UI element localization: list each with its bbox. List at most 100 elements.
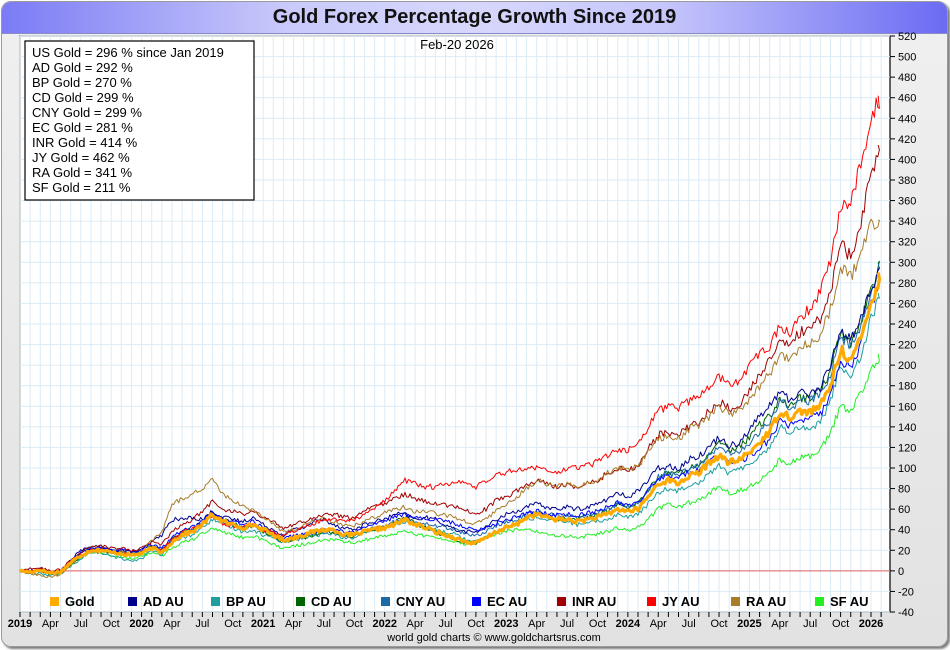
x-tick-label: Oct: [103, 618, 120, 630]
y-tick-label: 480: [898, 72, 916, 84]
y-tick-label: 440: [898, 113, 916, 125]
summary-line: SF Gold = 211 %: [32, 180, 131, 195]
x-tick-label: Apr: [407, 618, 424, 630]
summary-line: EC Gold = 281 %: [32, 120, 133, 135]
series-line-bp-au: [19, 292, 880, 577]
y-tick-label: 40: [898, 525, 910, 537]
summary-line: JY Gold = 462 %: [32, 150, 130, 165]
y-tick-label: 140: [898, 422, 916, 434]
x-tick-label: Oct: [589, 618, 606, 630]
y-tick-label: 80: [898, 484, 910, 496]
legend-label: INR AU: [572, 594, 616, 609]
x-tick-label: 2021: [251, 618, 275, 630]
y-tick-label: 520: [898, 31, 916, 43]
x-tick-label: Apr: [650, 618, 667, 630]
y-tick-label: 300: [898, 257, 916, 269]
legend: Gold AD AU BP AU CD AU CNY AU EC AU INR AU JY A…: [50, 594, 869, 609]
y-axis: 5205004804604404204003803603403203002802…: [890, 31, 916, 619]
y-tick-label: 160: [898, 401, 916, 413]
y-tick-label: 180: [898, 381, 916, 393]
legend-swatch: [472, 597, 481, 606]
legend-label: CNY AU: [396, 594, 445, 609]
x-tick-label: Jul: [74, 618, 88, 630]
title-bar: Gold Forex Percentage Growth Since 2019: [2, 2, 947, 34]
x-tick-label: Jul: [195, 618, 209, 630]
y-tick-label: 0: [898, 566, 904, 578]
legend-label: JY AU: [662, 594, 700, 609]
x-axis: 2019 Apr Jul Oct 2020 Apr Jul Oct 2021 Apr Jul Oct 2…: [8, 612, 883, 630]
series-lines: [19, 95, 882, 578]
y-tick-label: 420: [898, 134, 916, 146]
y-tick-label: 240: [898, 319, 916, 331]
x-tick-label: Jul: [682, 618, 696, 630]
series-line-sf-au: [19, 353, 880, 575]
legend-swatch: [296, 597, 305, 606]
legend-swatch: [815, 597, 824, 606]
y-tick-label: 380: [898, 175, 916, 187]
legend-label: EC AU: [487, 594, 527, 609]
y-tick-label: 260: [898, 298, 916, 310]
x-tick-label: 2023: [494, 618, 518, 630]
x-tick-label: 2024: [616, 618, 641, 630]
x-tick-label: Oct: [467, 618, 484, 630]
date-label: Feb-20 2026: [420, 37, 494, 52]
y-tick-label: -20: [898, 586, 914, 598]
series-line-cny-au: [20, 263, 880, 575]
y-tick-label: 200: [898, 360, 916, 372]
y-tick-label: 220: [898, 340, 916, 352]
legend-swatch: [50, 597, 59, 606]
y-tick-label: 320: [898, 237, 916, 249]
legend-label: RA AU: [746, 594, 786, 609]
legend-label: CD AU: [311, 594, 352, 609]
summary-line: RA Gold = 341 %: [32, 165, 133, 180]
legend-swatch: [128, 597, 137, 606]
series-line-ra-au: [19, 218, 880, 578]
series-line-gold: [19, 272, 882, 576]
y-tick-label: -40: [898, 607, 914, 619]
legend-swatch: [647, 597, 656, 606]
summary-line: BP Gold = 270 %: [32, 75, 132, 90]
x-tick-label: Oct: [710, 618, 727, 630]
y-tick-label: 400: [898, 154, 916, 166]
y-tick-label: 500: [898, 52, 916, 64]
y-tick-label: 60: [898, 504, 910, 516]
x-tick-label: 2026: [859, 618, 883, 630]
y-tick-label: 280: [898, 278, 916, 290]
legend-label: AD AU: [143, 594, 184, 609]
y-tick-label: 340: [898, 216, 916, 228]
series-line-inr-au: [19, 144, 880, 573]
x-tick-label: Apr: [528, 618, 545, 630]
legend-swatch: [211, 597, 220, 606]
x-tick-label: Apr: [42, 618, 59, 630]
x-tick-label: 2019: [8, 618, 32, 630]
x-tick-label: Jul: [317, 618, 331, 630]
x-tick-label: Apr: [285, 618, 302, 630]
x-tick-label: Apr: [771, 618, 788, 630]
x-tick-label: Jul: [438, 618, 452, 630]
x-tick-label: Jul: [560, 618, 574, 630]
summary-line: CNY Gold = 299 %: [32, 105, 142, 120]
summary-line: AD Gold = 292 %: [32, 60, 133, 75]
y-tick-label: 20: [898, 545, 910, 557]
summary-line: US Gold = 296 % since Jan 2019: [32, 45, 224, 60]
x-tick-label: Oct: [832, 618, 849, 630]
y-tick-label: 360: [898, 196, 916, 208]
summary-line: CD Gold = 299 %: [32, 90, 134, 105]
x-tick-label: Oct: [346, 618, 363, 630]
series-line-ad-au: [19, 267, 880, 574]
chart-title: Gold Forex Percentage Growth Since 2019: [272, 6, 677, 28]
x-tick-label: Apr: [163, 618, 180, 630]
y-tick-label: 100: [898, 463, 916, 475]
legend-label: Gold: [65, 594, 95, 609]
summary-line: INR Gold = 414 %: [32, 135, 138, 150]
legend-label: SF AU: [830, 594, 869, 609]
legend-swatch: [381, 597, 390, 606]
x-tick-label: Jul: [803, 618, 817, 630]
legend-swatch: [731, 597, 740, 606]
x-tick-label: 2020: [129, 618, 153, 630]
x-tick-label: 2022: [372, 618, 396, 630]
x-tick-label: Oct: [224, 618, 241, 630]
legend-label: BP AU: [226, 594, 266, 609]
